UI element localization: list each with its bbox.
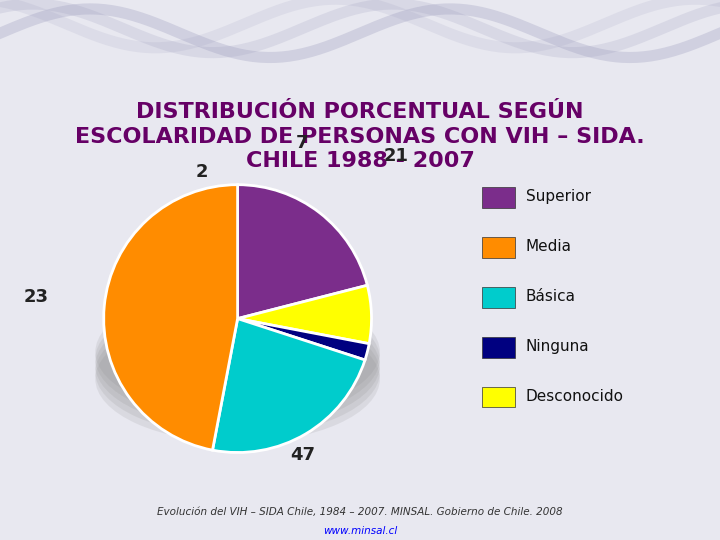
FancyBboxPatch shape <box>482 237 515 258</box>
Wedge shape <box>238 285 372 343</box>
Text: Desconocido: Desconocido <box>526 389 624 404</box>
Wedge shape <box>104 185 238 450</box>
FancyBboxPatch shape <box>482 287 515 308</box>
Text: www.minsal.cl: www.minsal.cl <box>323 526 397 536</box>
FancyBboxPatch shape <box>482 187 515 208</box>
Ellipse shape <box>95 295 380 422</box>
Text: 21: 21 <box>384 147 408 165</box>
Text: Ninguna: Ninguna <box>526 339 589 354</box>
Ellipse shape <box>95 315 380 442</box>
Text: Evolución del VIH – SIDA Chile, 1984 – 2007. MINSAL. Gobierno de Chile. 2008: Evolución del VIH – SIDA Chile, 1984 – 2… <box>157 507 563 517</box>
Text: Básica: Básica <box>526 289 575 304</box>
Ellipse shape <box>95 308 380 436</box>
Ellipse shape <box>95 302 380 429</box>
Text: 2: 2 <box>195 164 208 181</box>
Wedge shape <box>238 185 367 319</box>
Text: DISTRIBUCIÓN PORCENTUAL SEGÚN
ESCOLARIDAD DE PERSONAS CON VIH – SIDA.
CHILE 1988: DISTRIBUCIÓN PORCENTUAL SEGÚN ESCOLARIDA… <box>75 102 645 171</box>
Text: Media: Media <box>526 239 572 254</box>
Text: 7: 7 <box>296 134 309 152</box>
Text: Superior: Superior <box>526 189 590 204</box>
Text: 47: 47 <box>290 446 315 464</box>
FancyBboxPatch shape <box>482 337 515 357</box>
Wedge shape <box>238 319 369 360</box>
Wedge shape <box>212 319 365 453</box>
Ellipse shape <box>95 288 380 416</box>
FancyBboxPatch shape <box>482 387 515 407</box>
Text: 23: 23 <box>24 288 48 306</box>
